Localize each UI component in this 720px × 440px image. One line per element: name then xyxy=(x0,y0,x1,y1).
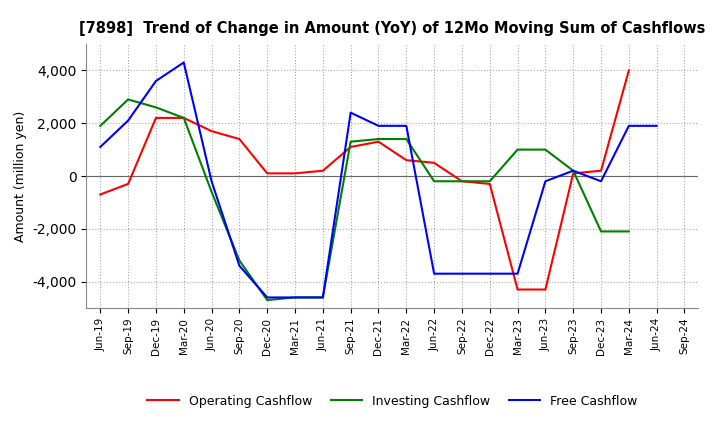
Investing Cashflow xyxy=(485,179,494,184)
Investing Cashflow xyxy=(124,97,132,102)
Free Cashflow xyxy=(374,123,383,128)
Investing Cashflow xyxy=(402,136,410,142)
Free Cashflow xyxy=(152,78,161,84)
Free Cashflow xyxy=(263,295,271,300)
Free Cashflow xyxy=(458,271,467,276)
Operating Cashflow xyxy=(179,115,188,121)
Operating Cashflow xyxy=(541,287,550,292)
Free Cashflow xyxy=(318,295,327,300)
Investing Cashflow xyxy=(513,147,522,152)
Line: Operating Cashflow: Operating Cashflow xyxy=(100,70,629,290)
Operating Cashflow xyxy=(263,171,271,176)
Free Cashflow xyxy=(96,144,104,150)
Line: Free Cashflow: Free Cashflow xyxy=(100,62,657,297)
Operating Cashflow xyxy=(96,192,104,197)
Investing Cashflow xyxy=(179,115,188,121)
Operating Cashflow xyxy=(124,181,132,187)
Free Cashflow xyxy=(652,123,661,128)
Free Cashflow xyxy=(624,123,633,128)
Operating Cashflow xyxy=(402,158,410,163)
Operating Cashflow xyxy=(597,168,606,173)
Free Cashflow xyxy=(597,179,606,184)
Investing Cashflow xyxy=(346,139,355,144)
Operating Cashflow xyxy=(624,68,633,73)
Investing Cashflow xyxy=(569,168,577,173)
Operating Cashflow xyxy=(346,144,355,150)
Y-axis label: Amount (million yen): Amount (million yen) xyxy=(14,110,27,242)
Investing Cashflow xyxy=(597,229,606,234)
Free Cashflow xyxy=(291,295,300,300)
Free Cashflow xyxy=(346,110,355,115)
Investing Cashflow xyxy=(263,297,271,303)
Investing Cashflow xyxy=(207,189,216,194)
Investing Cashflow xyxy=(374,136,383,142)
Operating Cashflow xyxy=(569,171,577,176)
Investing Cashflow xyxy=(96,123,104,128)
Operating Cashflow xyxy=(207,128,216,134)
Investing Cashflow xyxy=(152,105,161,110)
Investing Cashflow xyxy=(235,258,243,263)
Free Cashflow xyxy=(541,179,550,184)
Investing Cashflow xyxy=(291,295,300,300)
Free Cashflow xyxy=(485,271,494,276)
Free Cashflow xyxy=(235,263,243,268)
Investing Cashflow xyxy=(430,179,438,184)
Line: Investing Cashflow: Investing Cashflow xyxy=(100,99,629,300)
Free Cashflow xyxy=(207,179,216,184)
Free Cashflow xyxy=(179,60,188,65)
Operating Cashflow xyxy=(235,136,243,142)
Operating Cashflow xyxy=(374,139,383,144)
Operating Cashflow xyxy=(152,115,161,121)
Free Cashflow xyxy=(402,123,410,128)
Title: [7898]  Trend of Change in Amount (YoY) of 12Mo Moving Sum of Cashflows: [7898] Trend of Change in Amount (YoY) o… xyxy=(79,21,706,36)
Investing Cashflow xyxy=(541,147,550,152)
Operating Cashflow xyxy=(458,179,467,184)
Free Cashflow xyxy=(430,271,438,276)
Free Cashflow xyxy=(513,271,522,276)
Operating Cashflow xyxy=(430,160,438,165)
Operating Cashflow xyxy=(318,168,327,173)
Free Cashflow xyxy=(569,168,577,173)
Operating Cashflow xyxy=(291,171,300,176)
Free Cashflow xyxy=(124,118,132,123)
Operating Cashflow xyxy=(513,287,522,292)
Investing Cashflow xyxy=(624,229,633,234)
Operating Cashflow xyxy=(485,181,494,187)
Investing Cashflow xyxy=(458,179,467,184)
Legend: Operating Cashflow, Investing Cashflow, Free Cashflow: Operating Cashflow, Investing Cashflow, … xyxy=(143,390,642,413)
Investing Cashflow xyxy=(318,295,327,300)
